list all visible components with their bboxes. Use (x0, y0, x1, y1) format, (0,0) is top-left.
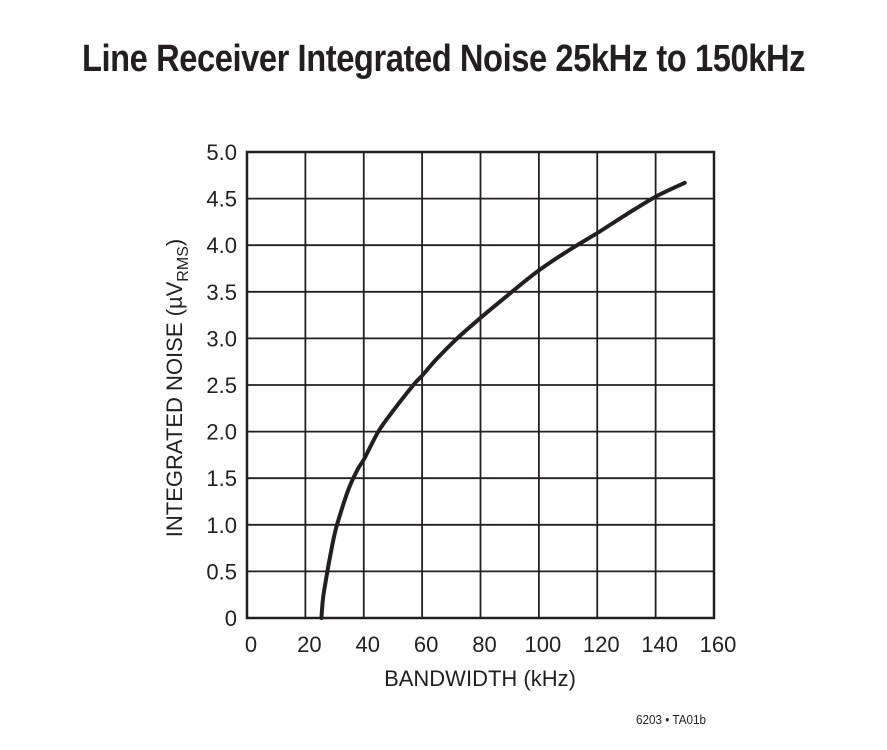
x-tick-label: 160 (700, 632, 737, 657)
x-tick-label: 140 (641, 632, 678, 657)
y-axis-label-subscript: RMS (175, 246, 192, 282)
y-tick-label: 1.5 (206, 466, 237, 491)
chart-title: Line Receiver Integrated Noise 25kHz to … (81, 38, 806, 80)
y-tick-label: 3.5 (206, 280, 237, 305)
x-tick-label: 100 (525, 632, 562, 657)
x-tick-label: 120 (583, 632, 620, 657)
y-tick-label: 3.0 (206, 326, 237, 351)
y-tick-label: 1.0 (206, 513, 237, 538)
x-tick-label: 20 (297, 632, 321, 657)
y-tick-label: 4.0 (206, 233, 237, 258)
y-tick-label: 0.5 (206, 559, 237, 584)
x-tick-label: 40 (356, 632, 380, 657)
y-axis-label-main: INTEGRATED NOISE (µV (162, 281, 187, 537)
y-tick-label: 0 (225, 606, 237, 631)
figure-id-footnote: 6203 • TA01b (636, 712, 707, 727)
y-tick-label: 4.5 (206, 187, 237, 212)
grid-lines (246, 151, 715, 619)
plot-frame (245, 150, 716, 620)
x-axis-tick-labels: 0 20 40 60 80 100 120 140 160 (245, 632, 736, 657)
x-tick-label: 60 (414, 632, 438, 657)
y-tick-label: 5.0 (206, 140, 237, 165)
noise-curve (319, 180, 687, 620)
y-axis-tick-labels: 0 0.5 1.0 1.5 2.0 2.5 3.0 3.5 4.0 4.5 5.0 (206, 140, 237, 631)
x-tick-label: 0 (245, 632, 257, 657)
x-axis-label: BANDWIDTH (kHz) (384, 666, 576, 691)
y-tick-label: 2.0 (206, 420, 237, 445)
x-tick-label: 80 (472, 632, 496, 657)
y-tick-label: 2.5 (206, 373, 237, 398)
y-axis-label-suffix: ) (162, 239, 187, 246)
y-axis-label: INTEGRATED NOISE (µVRMS) (162, 239, 192, 537)
